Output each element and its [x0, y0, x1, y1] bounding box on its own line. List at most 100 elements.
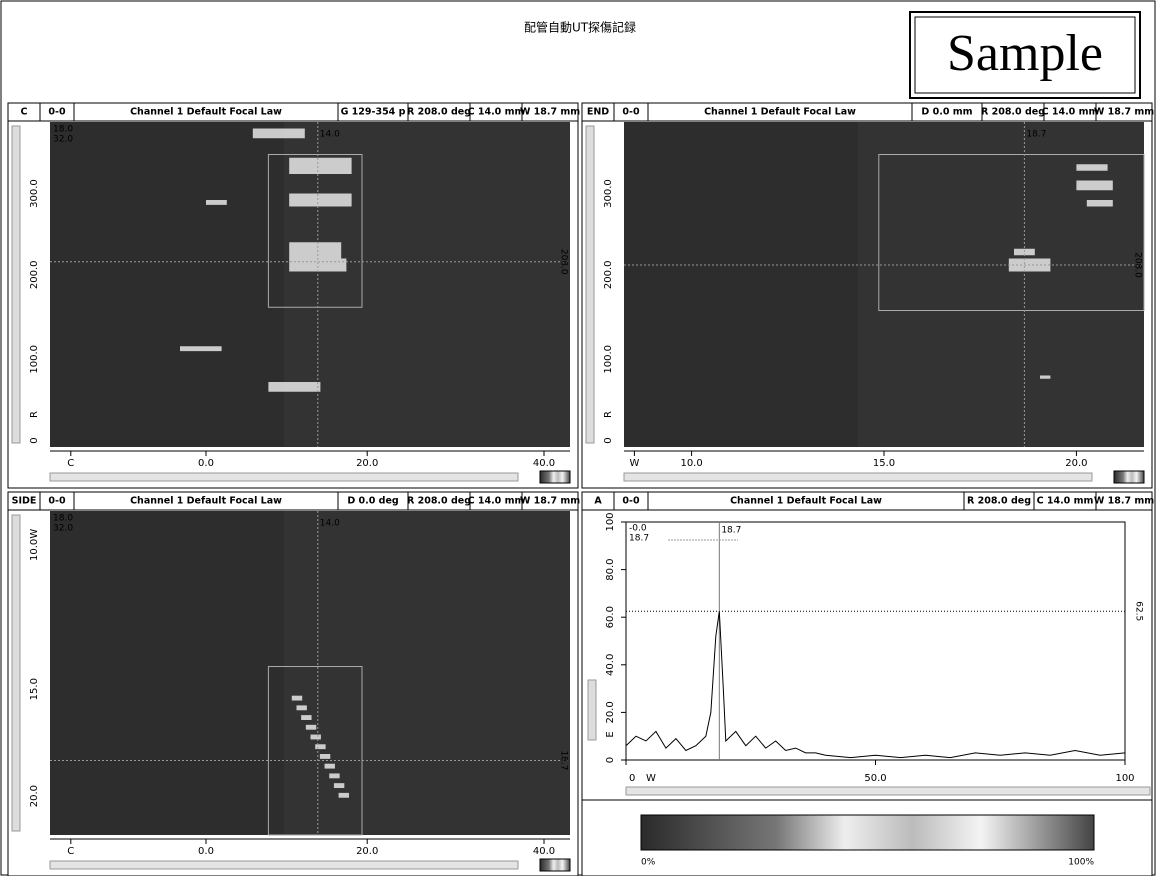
indication: [1087, 200, 1113, 207]
cursor-label: 18.7: [1026, 130, 1046, 140]
y-tick-label: 60.0: [605, 606, 616, 628]
scale-min: 0%: [641, 858, 656, 868]
focal-law: Channel 1 Default Focal Law: [130, 496, 282, 507]
axis-label: 20.0: [29, 785, 40, 807]
axis-label: C: [67, 458, 74, 469]
readout: W 18.7 mm: [1094, 496, 1154, 507]
left-scrollbar: [12, 515, 20, 831]
group-name: 0-0: [48, 107, 66, 118]
screen: 配管自動UT探傷記録 Sample C 0-0 Channel 1 Default …: [0, 0, 1156, 876]
indication: [306, 725, 316, 730]
palette-swatch: [540, 859, 570, 871]
group-name: 0-0: [48, 496, 66, 507]
y-tick-label: 80.0: [605, 558, 616, 580]
scan-shade: [50, 122, 284, 447]
axis-label: 10.0: [680, 458, 702, 469]
axis-label: 40.0: [533, 458, 555, 469]
left-scrollbar: [586, 126, 594, 443]
axis-label: 20.0: [1065, 458, 1087, 469]
x-tick-label: 0: [629, 773, 635, 784]
axis-label: 300.0: [603, 179, 614, 208]
readout: W 18.7 mm: [520, 107, 580, 118]
axis-label: 0.0: [198, 846, 214, 857]
x-axis-label: W: [646, 773, 656, 784]
indication: [253, 129, 305, 139]
axis-label: W: [29, 529, 40, 539]
readout: R 208.0 deg: [967, 496, 1031, 507]
cursor-label: 18.7: [559, 750, 569, 770]
indication: [289, 259, 346, 272]
indication: [315, 744, 325, 749]
y-axis-label: E: [605, 731, 616, 737]
corner-label: 18.7: [629, 534, 649, 544]
palette-swatch: [540, 471, 570, 483]
axis-label: 100.0: [603, 345, 614, 374]
readout: W 18.7 mm: [1094, 107, 1154, 118]
readout: D 0.0 deg: [347, 496, 398, 507]
cursor-label: 208.0: [559, 249, 569, 275]
y-tick-label: 20.0: [605, 701, 616, 723]
readout: R 208.0 deg: [407, 107, 471, 118]
readout: R 208.0 deg: [407, 496, 471, 507]
axis-label: 0: [603, 437, 614, 443]
axis-label: 0.0: [198, 458, 214, 469]
palette-swatch: [1114, 471, 1144, 483]
bottom-scrollbar: [50, 473, 518, 481]
readout: W 18.7 mm: [520, 496, 580, 507]
scan-shade: [50, 511, 284, 835]
axis-label: 200.0: [603, 260, 614, 289]
group-name: 0-0: [622, 496, 640, 507]
indication: [301, 715, 311, 720]
corner-label: 32.0: [53, 524, 73, 534]
page: { "header": {"title": "配管自動UT探傷記録", "sta…: [0, 0, 1156, 876]
indication: [325, 764, 335, 769]
indication: [268, 382, 320, 392]
bottom-scrollbar: [624, 473, 1092, 481]
axis-label: 300.0: [29, 179, 40, 208]
readout: R 208.0 deg: [981, 107, 1045, 118]
indication: [296, 705, 306, 710]
axis-label: 40.0: [533, 846, 555, 857]
axis-label: 100.0: [29, 345, 40, 374]
cursor-label: 208.0: [1133, 252, 1143, 278]
indication: [339, 793, 349, 798]
axis-label: 20.0: [356, 458, 378, 469]
scale-max: 100%: [1068, 858, 1094, 868]
axis-label: 15.0: [29, 678, 40, 700]
indication: [1076, 164, 1107, 171]
indication: [206, 200, 227, 205]
corner-label: 18.0: [53, 514, 73, 524]
x-tick-label: 100: [1115, 773, 1134, 784]
corner-label: 18.0: [53, 125, 73, 135]
axis-label: W: [629, 458, 639, 469]
gate-label: 62.5: [1134, 601, 1144, 621]
axis-label: 0: [29, 437, 40, 443]
left-scrollbar: [588, 680, 596, 740]
y-tick-label: 0: [605, 757, 616, 763]
indication: [329, 773, 339, 778]
cursor-label: 14.0: [320, 130, 340, 140]
readout: C 14.0 mm: [468, 496, 525, 507]
stamp-text: Sample: [947, 25, 1103, 82]
readout: G 129-354 p: [341, 107, 406, 118]
view-name: SIDE: [12, 496, 37, 507]
bottom-scrollbar: [626, 787, 1150, 795]
left-scrollbar: [12, 126, 20, 443]
cursor-value: 18.7: [721, 526, 741, 536]
axis-label: 20.0: [356, 846, 378, 857]
focal-law: Channel 1 Default Focal Law: [704, 107, 856, 118]
indication: [289, 242, 341, 258]
y-tick-label: 40.0: [605, 654, 616, 676]
readout: C 14.0 mm: [468, 107, 525, 118]
indication: [292, 696, 302, 701]
report-title: 配管自動UT探傷記録: [524, 20, 636, 35]
cursor-label: 14.0: [320, 519, 340, 529]
group-name: 0-0: [622, 107, 640, 118]
axis-label: 200.0: [29, 260, 40, 289]
scan-shade: [624, 122, 858, 447]
y-tick-label: 100: [605, 512, 616, 531]
axis-label: 10.0: [29, 539, 40, 561]
axis-label: R: [29, 411, 40, 418]
indication: [311, 735, 321, 740]
readout: C 14.0 mm: [1042, 107, 1099, 118]
